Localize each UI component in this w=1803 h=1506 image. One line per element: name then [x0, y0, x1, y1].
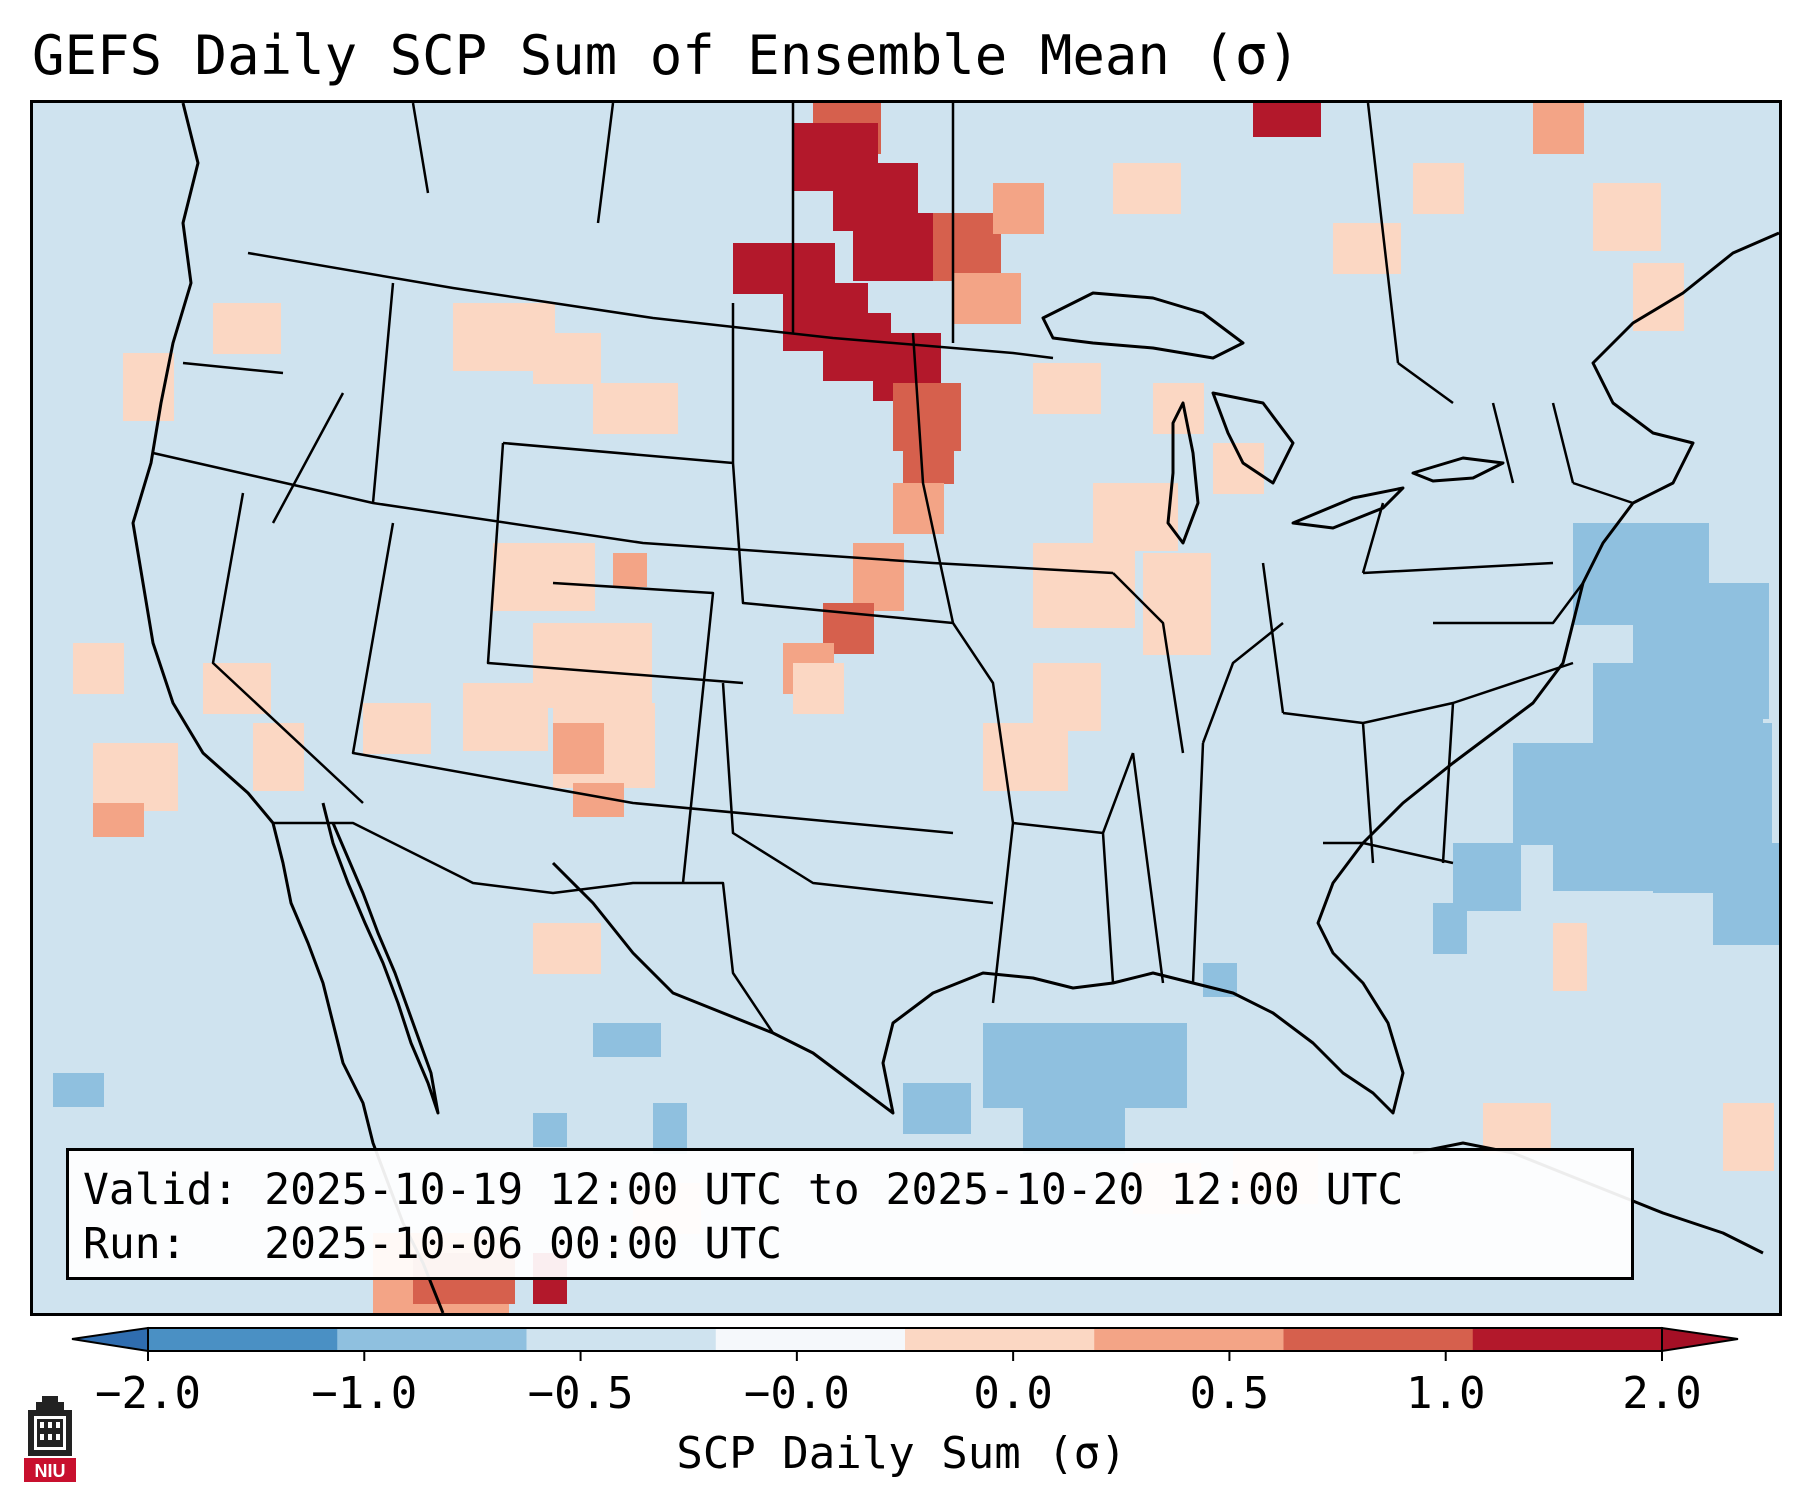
anomaly-cell	[1093, 483, 1178, 551]
anomaly-cell	[853, 213, 938, 281]
anomaly-cell	[1453, 843, 1521, 911]
colorbar-bin	[1283, 1328, 1474, 1351]
colorbar: −2.0 −1.0 −0.5 −0.0 0.0 0.5 1.0 2.0	[71, 1326, 1739, 1419]
anomaly-cell	[1033, 663, 1101, 731]
colorbar-tick-label: −1.0	[311, 1368, 417, 1419]
anomaly-cell	[553, 723, 604, 774]
anomaly-cell	[253, 723, 304, 791]
anomaly-cell	[953, 273, 1021, 324]
anomaly-cell	[363, 703, 431, 754]
colorbar-tick-label: −0.0	[744, 1368, 850, 1419]
scp-anomaly-field	[53, 103, 1779, 1313]
colorbar-outline	[147, 1327, 1663, 1352]
colorbar-tick-label: 2.0	[1622, 1368, 1701, 1419]
anomaly-cell	[123, 353, 174, 421]
anomaly-cell	[73, 643, 124, 694]
niu-logo-text: NIU	[35, 1461, 66, 1481]
anomaly-cell	[1333, 223, 1401, 274]
state-lines	[152, 282, 1634, 1004]
colorbar-bin	[1094, 1328, 1284, 1351]
anomaly-cell	[1153, 383, 1204, 434]
anomaly-cell	[1713, 843, 1779, 945]
run-label: Run:	[83, 1219, 187, 1269]
colorbar-tick-label: −2.0	[95, 1368, 201, 1419]
anomaly-cell	[53, 1073, 104, 1107]
anomaly-cell	[653, 1103, 687, 1154]
anomaly-cell	[213, 303, 281, 354]
canada-province-lines	[411, 103, 1454, 405]
anomaly-cell	[533, 923, 601, 974]
valid-time-range: 2025-10-19 12:00 UTC to 2025-10-20 12:00…	[264, 1165, 1404, 1215]
anomaly-cell	[853, 543, 904, 611]
lake-huron	[1211, 391, 1295, 485]
colorbar-tick-label: −0.5	[528, 1368, 634, 1419]
lake-erie	[1291, 486, 1405, 530]
colorbar-extend-over	[1661, 1326, 1739, 1353]
anomaly-cell	[1553, 923, 1587, 991]
colorbar-label: SCP Daily Sum (σ)	[676, 1428, 1127, 1479]
map-title: GEFS Daily SCP Sum of Ensemble Mean (σ)	[32, 24, 1300, 87]
political-borders	[152, 103, 1634, 1034]
anomaly-cell	[1593, 183, 1661, 251]
anomaly-cell	[1093, 1053, 1178, 1104]
colorbar-bin	[715, 1328, 906, 1351]
anomaly-cell	[983, 723, 1068, 791]
us-mexico-border	[273, 821, 775, 1034]
anomaly-cell	[903, 1083, 971, 1134]
anomaly-cell	[903, 433, 954, 484]
anomaly-cell	[533, 1113, 567, 1147]
colorbar-ticks: −2.0 −1.0 −0.5 −0.0 0.0 0.5 1.0 2.0	[95, 1351, 1702, 1419]
colorbar-bin	[337, 1328, 527, 1351]
anomaly-cell	[593, 383, 678, 434]
anomaly-cell	[1143, 553, 1211, 655]
lake-ontario	[1411, 456, 1505, 483]
colorbar-bins	[148, 1328, 1663, 1351]
lake-superior	[1041, 291, 1245, 360]
gulf-coastline	[551, 231, 1779, 1115]
anomaly-cell	[893, 483, 944, 534]
anomaly-cell	[1483, 1103, 1551, 1154]
anomaly-cell	[93, 803, 144, 837]
us-canada-border	[247, 251, 1054, 360]
anomaly-cell	[1253, 103, 1321, 137]
map-canvas	[53, 103, 1779, 1313]
anomaly-cell	[1033, 543, 1135, 628]
colorbar-extend-under	[71, 1326, 149, 1353]
niu-logo: NIU	[24, 1396, 76, 1482]
anomaly-cell	[1113, 163, 1181, 214]
colorbar-bin	[148, 1328, 338, 1351]
anomaly-cell	[993, 183, 1044, 234]
anomaly-cell	[1433, 903, 1467, 954]
colorbar-tick-label: 0.0	[973, 1368, 1052, 1419]
anomaly-cell	[1533, 103, 1584, 154]
anomaly-cell	[933, 213, 1001, 281]
valid-label: Valid:	[83, 1165, 239, 1215]
anomaly-cell	[533, 333, 601, 384]
anomaly-cell	[1023, 1103, 1125, 1154]
anomaly-cell	[463, 683, 548, 751]
colorbar-bin	[526, 1328, 717, 1351]
anomaly-cell	[533, 623, 652, 708]
colorbar-bin	[1472, 1328, 1663, 1351]
colorbar-tick-label: 0.5	[1190, 1368, 1269, 1419]
run-time: 2025-10-06 00:00 UTC	[264, 1219, 782, 1269]
anomaly-cell	[613, 553, 647, 587]
baja-coastline	[321, 802, 440, 1115]
colorbar-bin	[905, 1328, 1095, 1351]
map-panel	[30, 100, 1782, 1316]
validity-info-box: Valid: 2025-10-19 12:00 UTC to 2025-10-2…	[66, 1148, 1634, 1280]
anomaly-cell	[93, 743, 178, 811]
anomaly-cell	[593, 1023, 661, 1057]
colorbar-tick-label: 1.0	[1406, 1368, 1485, 1419]
anomaly-cell	[1033, 363, 1101, 414]
anomaly-cell	[493, 543, 595, 611]
anomaly-cell	[1723, 1103, 1774, 1171]
anomaly-cell	[1413, 163, 1464, 214]
anomaly-cell	[1553, 823, 1689, 891]
pacific-coastline	[131, 103, 445, 1313]
lake-michigan	[1166, 401, 1200, 545]
anomaly-cell	[793, 663, 844, 714]
